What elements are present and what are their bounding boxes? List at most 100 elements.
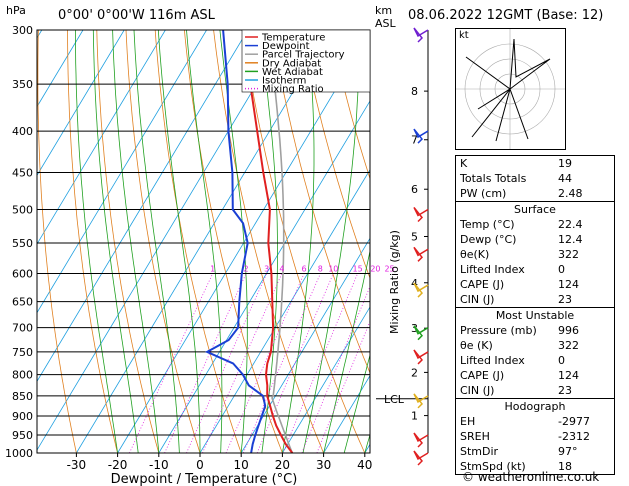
mu-cape-value: 124 [558, 369, 579, 382]
location-title: 0°00' 0°00'W 116m ASL [58, 8, 215, 23]
parcel-trajectory-line [267, 30, 294, 453]
dry-adiabat-line [330, 30, 370, 180]
mu-thetae-label: θe (K) [460, 339, 493, 352]
x-tick-label: 0 [196, 458, 204, 472]
mixing-ratio-label: 8 [318, 265, 323, 274]
wet-adiabat-line [133, 30, 180, 453]
lcl-label: LCL [384, 393, 405, 406]
wind-barb-icon [413, 128, 429, 144]
wet-adiabat-line [343, 353, 370, 453]
pressure-tick-label: 850 [12, 390, 33, 403]
mixing-ratio-line [202, 273, 283, 453]
x-tick-label: 40 [357, 458, 372, 472]
dewpoint-line [204, 30, 267, 453]
pw-label: PW (cm) [460, 187, 507, 200]
mixing-ratio-label: 25 [384, 265, 394, 274]
k-value: 19 [558, 157, 572, 170]
isotherm-line [37, 30, 125, 177]
wind-barb-icon [413, 393, 429, 409]
mu-li-label: Lifted Index [460, 354, 525, 367]
mixing-ratio-label: 1 [210, 265, 215, 274]
km-label: km [375, 4, 393, 17]
hodograph-svg [456, 29, 565, 149]
sreh-value: -2312 [558, 430, 590, 443]
legend-label: Mixing Ratio [262, 84, 324, 95]
mixing-ratio-label: 4 [279, 265, 284, 274]
mixing-ratio-label: 15 [353, 265, 363, 274]
temperature-line [242, 30, 294, 453]
k-label: K [460, 157, 468, 170]
mu-li-value: 0 [558, 354, 565, 367]
mu-pres-label: Pressure (mb) [460, 324, 537, 337]
wind-barb-icon [413, 325, 429, 341]
wet-adiabat-line [75, 30, 118, 453]
pressure-tick-label: 550 [12, 237, 33, 250]
isotherm-line [282, 306, 370, 453]
mu-thetae-value: 322 [558, 339, 579, 352]
pressure-tick-label: 1000 [5, 447, 33, 460]
isotherm-line [37, 30, 84, 108]
stmdir-label: StmDir [460, 445, 499, 458]
mu-cin-label: CIN (J) [460, 384, 495, 397]
hodograph-plot: kt [455, 28, 566, 150]
wind-barb-icon [413, 246, 429, 262]
mixing-ratio-label: 2 [244, 265, 249, 274]
legend-label: Isotherm [262, 76, 306, 87]
km-tick-label: 2 [411, 366, 418, 379]
sfc-temp-label: Temp (°C) [460, 218, 515, 231]
mixing-ratio-axis-label: Mixing Ratio (g/kg) [388, 230, 401, 334]
pressure-tick-label: 900 [12, 410, 33, 423]
pressure-tick-label: 750 [12, 346, 33, 359]
surface-title: Surface [514, 203, 556, 216]
sfc-li-value: 0 [558, 263, 565, 276]
wet-adiabat-line [112, 30, 160, 453]
sfc-cape-label: CAPE (J) [460, 278, 505, 291]
legend-box [241, 29, 371, 93]
pressure-tick-label: 800 [12, 369, 33, 382]
mixing-ratio-line [282, 273, 358, 453]
isotherm-line [37, 30, 249, 383]
isotherm-line [240, 237, 370, 453]
stmspd-value: 18 [558, 460, 572, 473]
dry-adiabat-line [300, 30, 370, 280]
km-tick-label: 6 [411, 183, 418, 196]
mixing-ratio-line [186, 273, 268, 453]
x-tick-label: 10 [234, 458, 249, 472]
pressure-tick-label: 400 [12, 125, 33, 138]
sfc-dewp-value: 12.4 [558, 233, 583, 246]
mu-cin-value: 23 [558, 384, 572, 397]
pressure-tick-label: 350 [12, 78, 33, 91]
km-tick-label: 5 [411, 231, 418, 244]
x-tick-label: -10 [149, 458, 169, 472]
pressure-tick-label: 950 [12, 429, 33, 442]
mu-cape-label: CAPE (J) [460, 369, 505, 382]
wind-barb-icon [413, 349, 429, 365]
sfc-li-label: Lifted Index [460, 263, 525, 276]
mixing-ratio-line [164, 273, 247, 453]
pressure-tick-label: 450 [12, 166, 33, 179]
sfc-cape-value: 124 [558, 278, 579, 291]
wind-barb-icon [413, 450, 429, 466]
stmdir-value: 97° [558, 445, 578, 458]
isotherm-line [199, 168, 370, 453]
dry-adiabat-line [125, 30, 201, 453]
legend-label: Dry Adiabat [262, 58, 321, 69]
legend-label: Dewpoint [262, 41, 310, 52]
isotherm-line [37, 30, 166, 245]
pressure-tick-label: 650 [12, 296, 33, 309]
isotherm-line [76, 30, 331, 453]
mixing-ratio-label: 20 [370, 265, 380, 274]
mixing-ratio-label: 10 [328, 265, 338, 274]
tt-value: 44 [558, 172, 572, 185]
isotherm-line [323, 374, 370, 453]
stmspd-label: StmSpd (kt) [460, 460, 526, 473]
isotherm-line [117, 31, 370, 453]
legend-label: Temperature [261, 33, 325, 44]
km-tick-label: 3 [411, 322, 418, 335]
plot-area [37, 30, 370, 453]
dry-adiabat-line [37, 30, 77, 453]
sfc-cin-label: CIN (J) [460, 293, 495, 306]
wet-adiabat-line [157, 30, 201, 453]
